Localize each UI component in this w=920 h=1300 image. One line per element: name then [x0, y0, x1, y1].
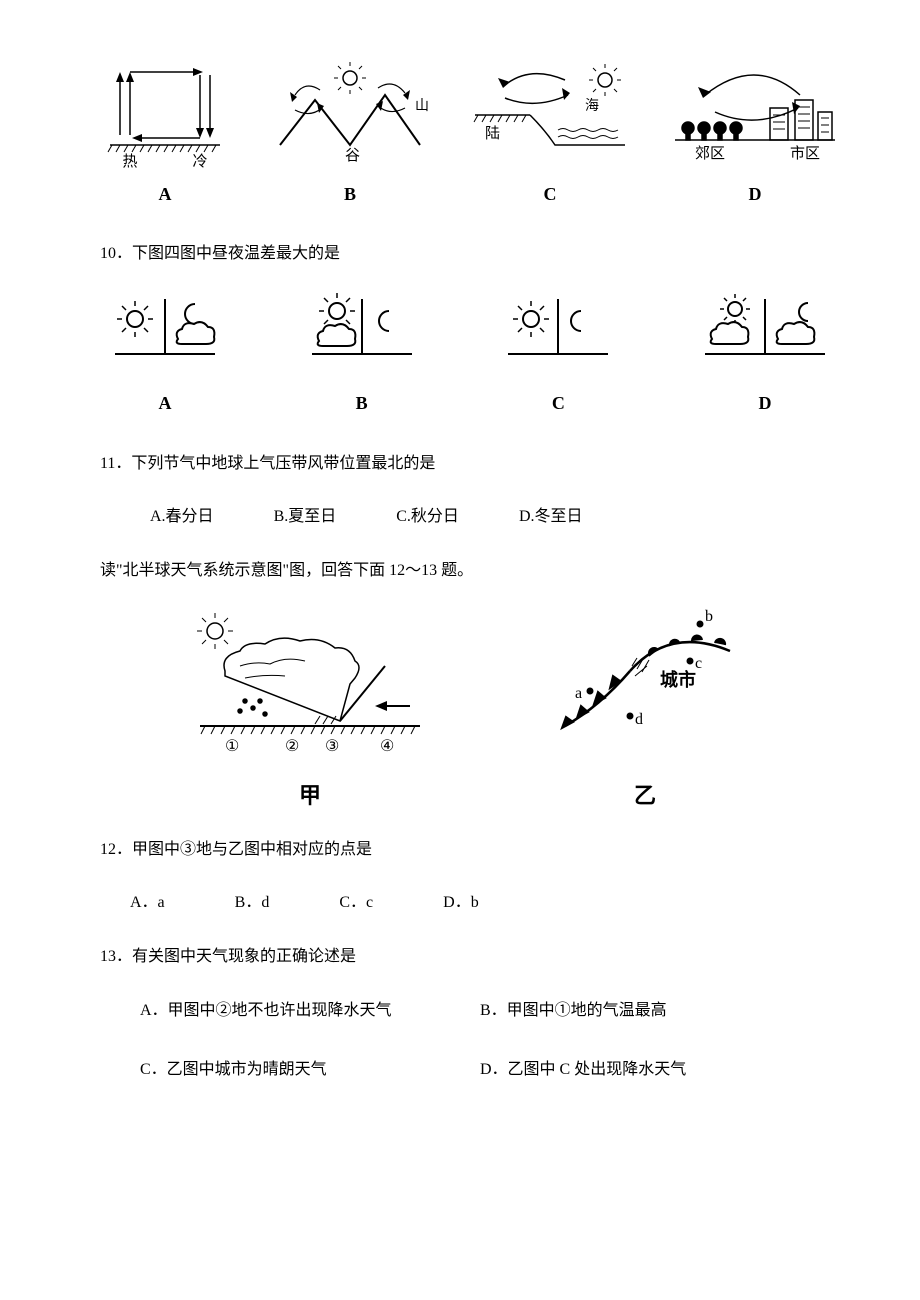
weather-yi-cell: b c a d 城市 乙 — [535, 606, 755, 816]
q13-opt-c: C．乙图中城市为晴朗天气 — [140, 1056, 480, 1085]
q12-options: A．a B．d C．c D．b — [130, 889, 840, 918]
diagram-a-cell: 热 冷 A — [100, 60, 230, 210]
diagram-a-svg: 热 冷 — [100, 60, 230, 170]
diagram-c-svg: 海 陆 — [470, 60, 630, 170]
q11-options: A.春分日 B.夏至日 C.秋分日 D.冬至日 — [150, 503, 840, 532]
svg-text:陆: 陆 — [485, 125, 500, 142]
svg-text:②: ② — [285, 738, 299, 755]
q12-opt-c: C．c — [339, 889, 373, 918]
weather-yi-svg: b c a d 城市 — [535, 606, 755, 766]
svg-text:a: a — [575, 685, 582, 702]
svg-text:b: b — [705, 608, 713, 625]
svg-text:冷: 冷 — [192, 153, 207, 170]
weather-yi-label: 乙 — [634, 776, 656, 816]
q13-opt-d: D．乙图中 C 处出现降水天气 — [480, 1056, 686, 1085]
q11-opt-a: A.春分日 — [150, 503, 214, 532]
q10-svg-d — [690, 289, 840, 379]
svg-text:热: 热 — [122, 153, 137, 170]
weather-jia-svg: ① ② ③ ④ — [185, 606, 435, 766]
q11-opt-d: D.冬至日 — [519, 503, 583, 532]
q10-svg-a — [100, 289, 230, 379]
diagram-d-label: D — [749, 178, 762, 210]
question-11: 11．下列节气中地球上气压带风带位置最北的是 — [100, 450, 840, 479]
question-12: 12．甲图中③地与乙图中相对应的点是 — [100, 836, 840, 865]
diagram-a-label: A — [159, 178, 172, 210]
q10-label-c: C — [552, 387, 565, 419]
weather-jia-cell: ① ② ③ ④ 甲 — [185, 606, 435, 816]
diagram-b-svg: 山 谷 — [270, 60, 430, 170]
svg-text:③: ③ — [325, 738, 339, 755]
svg-text:④: ④ — [380, 738, 394, 755]
question-13: 13．有关图中天气现象的正确论述是 — [100, 943, 840, 972]
circulation-diagrams-row: 热 冷 A — [100, 60, 840, 210]
q11-opt-b: B.夏至日 — [274, 503, 337, 532]
diagram-c-cell: 海 陆 C — [470, 60, 630, 210]
svg-text:市区: 市区 — [790, 145, 820, 162]
q10-diagram-a: A — [100, 289, 230, 419]
svg-text:城市: 城市 — [660, 669, 696, 690]
q12-opt-a: A．a — [130, 889, 165, 918]
q13-options: A．甲图中②地不也许出现降水天气 B．甲图中①地的气温最高 C．乙图中城市为晴朗… — [140, 997, 840, 1085]
q12-opt-b: B．d — [235, 889, 270, 918]
q10-svg-c — [493, 289, 623, 379]
q10-diagram-d: D — [690, 289, 840, 419]
svg-text:d: d — [635, 711, 643, 728]
q10-diagram-b: B — [297, 289, 427, 419]
q10-diagram-c: C — [493, 289, 623, 419]
diagram-d-cell: 郊区 市区 D — [670, 60, 840, 210]
weather-jia-label: 甲 — [299, 776, 321, 816]
diagram-d-svg: 郊区 市区 — [670, 60, 840, 170]
diagram-b-cell: 山 谷 B — [270, 60, 430, 210]
q10-svg-b — [297, 289, 427, 379]
q10-label-b: B — [356, 387, 368, 419]
q13-opt-a: A．甲图中②地不也许出现降水天气 — [140, 997, 480, 1026]
question-10: 10．下图四图中昼夜温差最大的是 — [100, 240, 840, 269]
svg-text:山: 山 — [415, 98, 429, 114]
diagram-c-label: C — [544, 178, 557, 210]
q10-label-d: D — [758, 387, 771, 419]
q10-diagrams-row: A B — [100, 289, 840, 419]
svg-text:①: ① — [225, 738, 239, 755]
q11-opt-c: C.秋分日 — [396, 503, 459, 532]
svg-text:c: c — [695, 655, 702, 672]
q10-label-a: A — [159, 387, 172, 419]
svg-text:海: 海 — [585, 98, 599, 114]
intro-1213: 读"北半球天气系统示意图"图，回答下面 12～13 题。 — [100, 557, 840, 586]
svg-text:郊区: 郊区 — [695, 145, 725, 162]
weather-diagram-row: ① ② ③ ④ 甲 — [100, 606, 840, 816]
q12-opt-d: D．b — [443, 889, 479, 918]
svg-text:谷: 谷 — [345, 147, 360, 164]
q13-opt-b: B．甲图中①地的气温最高 — [480, 997, 667, 1026]
diagram-b-label: B — [344, 178, 356, 210]
